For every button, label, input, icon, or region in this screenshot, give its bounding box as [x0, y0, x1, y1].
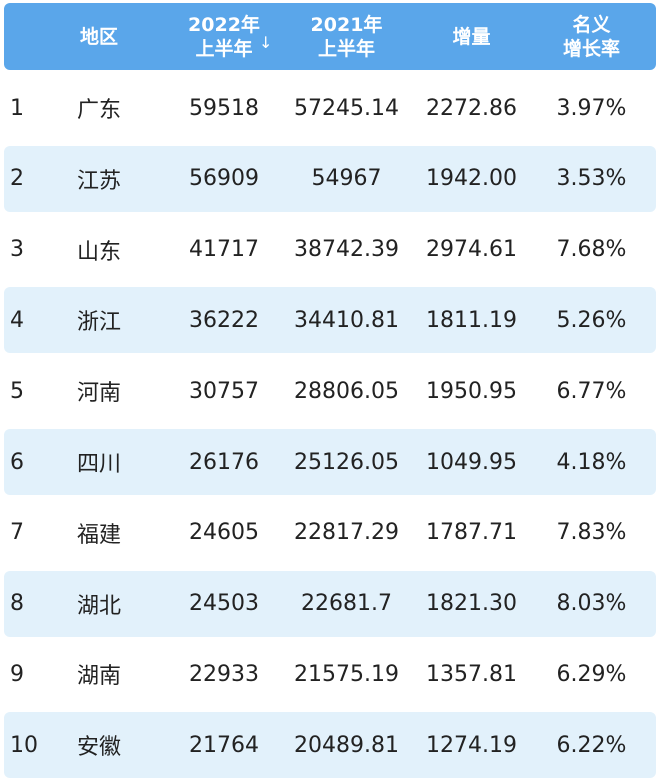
cell-rate: 6.77%	[556, 378, 627, 404]
cell-v2021: 20489.81	[294, 732, 399, 758]
cell-rank: 9	[10, 661, 24, 687]
cell-region: 浙江	[76, 310, 121, 336]
cell-rank: 2	[10, 166, 24, 192]
table-row: 6 四川 26176 25126.05 1049.95 4.18%	[4, 429, 656, 495]
table-row: 1 广东 59518 57245.14 2272.86 3.97%	[4, 75, 656, 141]
cell-rate: 3.97%	[556, 95, 627, 121]
cell-rate: 6.29%	[556, 661, 627, 687]
cell-region: 福建	[76, 522, 121, 548]
cell-v2022: 22933	[189, 661, 259, 687]
cell-increase: 1950.95	[426, 378, 517, 404]
cell-rank: 7	[10, 520, 24, 546]
cell-increase: 1942.00	[426, 166, 517, 192]
cell-v2021: 54967	[311, 166, 382, 192]
header-region[interactable]: 地区	[59, 3, 139, 70]
cell-region: 安徽	[76, 735, 121, 761]
header-2021-h1[interactable]: 2021年 上半年	[284, 3, 409, 70]
cell-increase: 2974.61	[426, 237, 517, 263]
cell-region: 四川	[76, 452, 121, 477]
table-header: 地区 2022年 上半年 ↓ 2021年 上半年 增量 名义 增长率	[4, 3, 656, 70]
header-2022-line2: 上半年	[195, 37, 253, 60]
cell-v2021: 34410.81	[294, 307, 399, 333]
cell-rate: 7.68%	[556, 237, 627, 263]
cell-rate: 8.03%	[556, 591, 627, 617]
cell-v2021: 25126.05	[294, 449, 399, 475]
table-row: 5 河南 30757 28806.05 1950.95 6.77%	[4, 358, 656, 424]
cell-v2022: 30757	[189, 378, 259, 404]
table-row: 7 福建 24605 22817.29 1787.71 7.83%	[4, 500, 656, 566]
header-2021-line1: 2021年	[310, 13, 383, 36]
header-2022-h1[interactable]: 2022年 上半年	[164, 3, 284, 70]
cell-v2022: 36222	[189, 307, 259, 333]
cell-v2021: 22817.29	[294, 520, 399, 546]
cell-rank: 8	[10, 591, 24, 617]
header-region-label: 地区	[79, 25, 118, 48]
cell-region: 湖南	[76, 664, 121, 690]
cell-rank: 10	[10, 732, 38, 758]
table-row: 10 安徽 21764 20489.81 1274.19 6.22%	[4, 712, 656, 778]
cell-v2021: 38742.39	[294, 237, 399, 263]
table-row: 3 山东 41717 38742.39 2974.61 7.68%	[4, 217, 656, 283]
header-rate[interactable]: 名义 增长率	[534, 3, 649, 70]
cell-increase: 1811.19	[426, 307, 517, 333]
header-rate-line2: 增长率	[562, 37, 620, 60]
cell-v2021: 22681.7	[301, 591, 392, 617]
cell-region: 广东	[76, 98, 121, 123]
cell-increase: 1357.81	[426, 661, 517, 687]
header-2021-line2: 上半年	[317, 37, 375, 60]
cell-rate: 4.18%	[556, 449, 627, 475]
cell-v2022: 41717	[189, 237, 259, 263]
cell-region: 湖北	[76, 593, 121, 619]
cell-v2021: 57245.14	[294, 95, 399, 121]
cell-region: 江苏	[76, 168, 121, 194]
cell-rank: 1	[10, 95, 24, 121]
cell-increase: 2272.86	[426, 95, 517, 121]
cell-rate: 6.22%	[556, 732, 627, 758]
table-row: 8 湖北 24503 22681.7 1821.30 8.03%	[4, 570, 656, 637]
cell-v2021: 21575.19	[294, 661, 399, 687]
header-increase[interactable]: 增量	[409, 3, 534, 70]
cell-rank: 4	[10, 307, 24, 333]
table-row: 2 江苏 56909 54967 1942.00 3.53%	[4, 145, 656, 212]
cell-increase: 1049.95	[426, 449, 517, 475]
sort-arrow-down-icon[interactable]: ↓	[259, 33, 273, 52]
cell-rate: 3.53%	[556, 166, 627, 192]
cell-rank: 3	[10, 237, 24, 263]
cell-increase: 1274.19	[426, 732, 517, 758]
cell-increase: 1821.30	[426, 591, 517, 617]
cell-region: 河南	[76, 381, 121, 407]
table-row: 4 浙江 36222 34410.81 1811.19 5.26%	[4, 287, 656, 354]
header-2022-line1: 2022年	[188, 13, 260, 36]
cell-v2022: 21764	[189, 732, 259, 758]
header-increase-label: 增量	[452, 25, 491, 48]
cell-rate: 5.26%	[556, 307, 627, 333]
cell-v2021: 28806.05	[294, 378, 399, 404]
cell-rank: 6	[10, 449, 24, 475]
cell-v2022: 24605	[189, 520, 259, 546]
cell-v2022: 26176	[189, 449, 259, 475]
cell-region: 山东	[76, 239, 121, 265]
header-rate-line1: 名义	[572, 13, 611, 36]
cell-rate: 7.83%	[556, 520, 627, 546]
cell-increase: 1787.71	[426, 520, 517, 546]
cell-v2022: 56909	[189, 166, 259, 192]
table-row: 9 湖南 22933 21575.19 1357.81 6.29%	[4, 641, 656, 707]
cell-v2022: 24503	[189, 591, 259, 617]
cell-rank: 5	[10, 378, 24, 404]
cell-v2022: 59518	[189, 95, 259, 121]
